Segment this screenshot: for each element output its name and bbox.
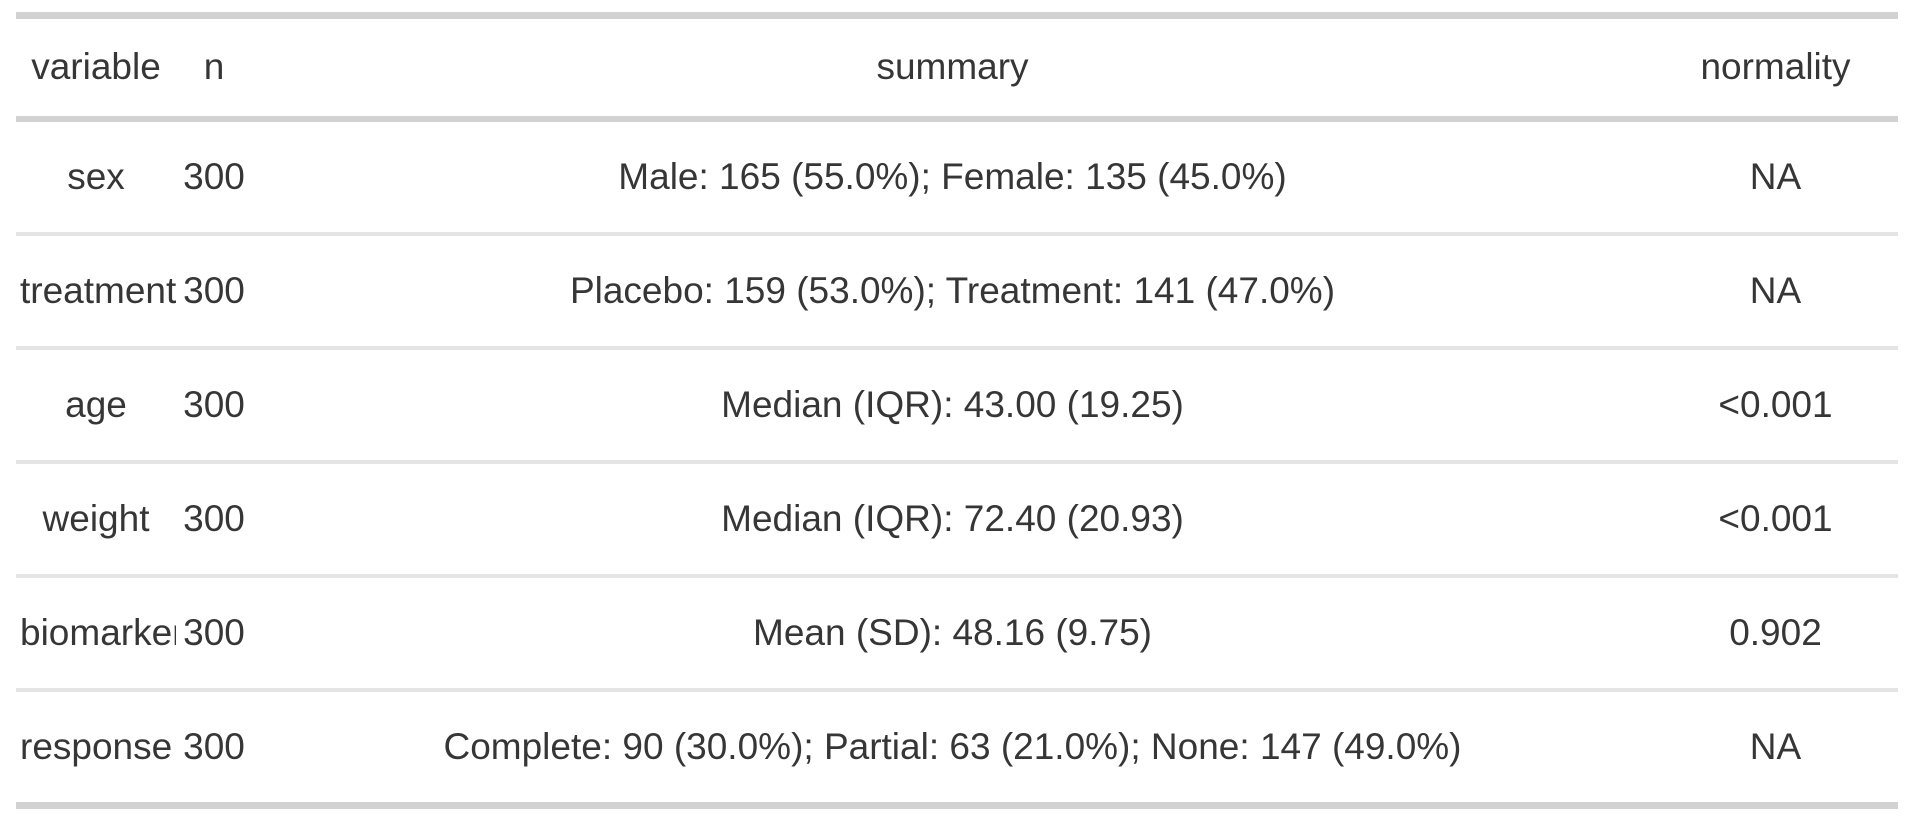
column-header-variable: variable	[16, 15, 176, 122]
table-row: response 300 Complete: 90 (30.0%); Parti…	[16, 688, 1898, 806]
header-row: variable n summary normality	[16, 15, 1898, 122]
cell-n: 300	[176, 460, 252, 576]
cell-summary: Complete: 90 (30.0%); Partial: 63 (21.0%…	[252, 688, 1653, 806]
cell-variable: treatment	[16, 232, 176, 348]
cell-variable: response	[16, 688, 176, 806]
cell-n: 300	[176, 346, 252, 462]
cell-summary: Mean (SD): 48.16 (9.75)	[252, 574, 1653, 690]
cell-n: 300	[176, 574, 252, 690]
cell-n: 300	[183, 156, 245, 197]
column-header-summary: summary	[252, 15, 1653, 122]
cell-summary: Male: 165 (55.0%); Female: 135 (45.0%)	[618, 156, 1287, 197]
cell-normality: 0.902	[1653, 574, 1898, 690]
table-body: sex 300 Male: 165 (55.0%); Female: 135 (…	[16, 119, 1898, 806]
column-header-n: n	[176, 15, 252, 122]
cell-summary: Median (IQR): 72.40 (20.93)	[252, 460, 1653, 576]
table-row: treatment 300 Placebo: 159 (53.0%); Trea…	[16, 232, 1898, 348]
cell-summary: Median (IQR): 43.00 (19.25)	[252, 346, 1653, 462]
column-header-normality: normality	[1653, 15, 1898, 122]
cell-variable: biomarker	[16, 574, 176, 690]
cell-variable: sex	[67, 156, 125, 197]
table-row: weight 300 Median (IQR): 72.40 (20.93) <…	[16, 460, 1898, 576]
cell-n: 300	[176, 688, 252, 806]
cell-variable: weight	[16, 460, 176, 576]
cell-normality: NA	[1653, 232, 1898, 348]
table-row: biomarker 300 Mean (SD): 48.16 (9.75) 0.…	[16, 574, 1898, 690]
cell-normality: NA	[1653, 688, 1898, 806]
cell-normality: <0.001	[1653, 346, 1898, 462]
cell-variable: age	[16, 346, 176, 462]
cell-summary: Placebo: 159 (53.0%); Treatment: 141 (47…	[252, 232, 1653, 348]
table-header: variable n summary normality	[16, 15, 1898, 122]
cell-n: 300	[176, 232, 252, 348]
cell-normality: NA	[1749, 156, 1802, 197]
summary-statistics-table: variable n summary normality sex 300 Mal…	[16, 12, 1898, 809]
table-row: age 300 Median (IQR): 43.00 (19.25) <0.0…	[16, 346, 1898, 462]
table-row: sex 300 Male: 165 (55.0%); Female: 135 (…	[16, 119, 1898, 234]
cell-normality: <0.001	[1653, 460, 1898, 576]
